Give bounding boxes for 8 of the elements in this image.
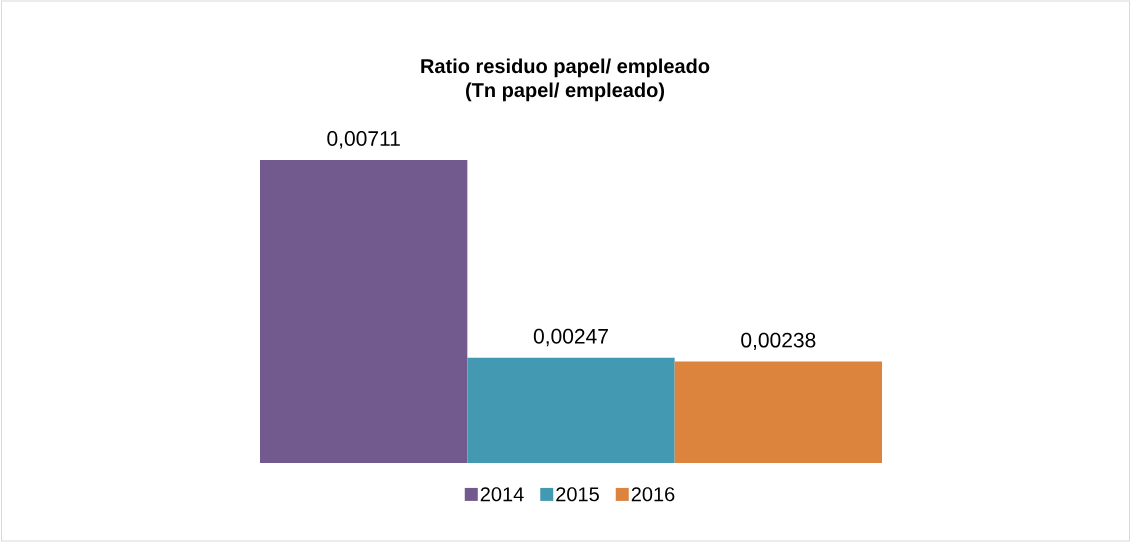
data-label: 0,00238 <box>741 332 816 351</box>
chart-title: Ratio residuo papel/ empleado <box>421 58 710 78</box>
legend-label: 2016 <box>631 487 675 502</box>
chart-subtitle: (Tn papel/ empleado) <box>466 82 665 102</box>
legend-label: 2014 <box>480 487 524 502</box>
data-label: 0,00711 <box>327 131 400 149</box>
legend-label: 2015 <box>556 487 599 502</box>
data-label: 0,00247 <box>533 328 608 347</box>
